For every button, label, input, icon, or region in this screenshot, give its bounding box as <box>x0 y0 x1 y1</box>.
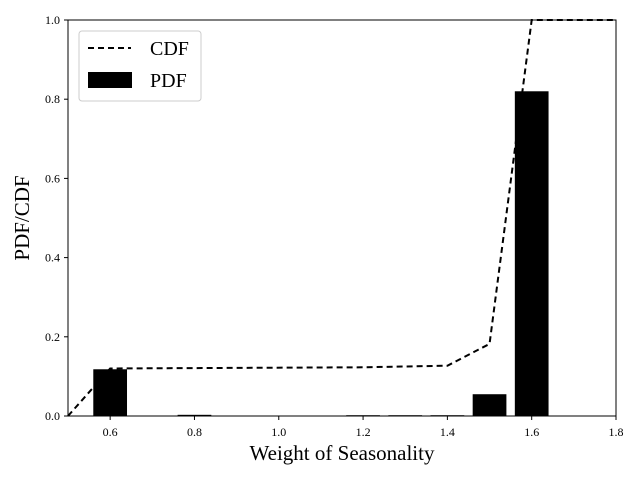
legend: CDF PDF <box>78 30 202 102</box>
x-tick-label: 1.0 <box>271 425 286 439</box>
legend-pdf-swatch <box>88 72 132 88</box>
pdf-bar <box>177 414 212 416</box>
y-tick-label: 0.8 <box>45 92 60 106</box>
legend-pdf-label: PDF <box>150 70 187 92</box>
x-tick-label: 1.6 <box>524 425 539 439</box>
y-tick-label: 0.0 <box>45 409 60 423</box>
x-tick-label: 1.8 <box>609 425 624 439</box>
y-tick-label: 1.0 <box>45 13 60 27</box>
pdf-bars <box>93 91 549 417</box>
y-tick-label: 0.4 <box>45 251 60 265</box>
x-axis-ticks: 0.6 0.8 1.0 1.2 1.4 1.6 1.8 <box>103 416 624 439</box>
y-axis-ticks: 0.0 0.2 0.4 0.6 0.8 1.0 <box>45 13 68 423</box>
y-tick-label: 0.6 <box>45 171 60 185</box>
pdf-bar <box>93 369 128 416</box>
legend-cdf-label: CDF <box>150 38 189 60</box>
x-tick-label: 0.8 <box>187 425 202 439</box>
y-tick-label: 0.2 <box>45 330 60 344</box>
plot-frame <box>67 19 617 417</box>
x-tick-label: 1.4 <box>440 425 455 439</box>
x-axis-label: Weight of Seasonality <box>250 441 435 465</box>
y-axis-label: PDF/CDF <box>10 175 34 260</box>
pdf-bar <box>514 91 549 416</box>
x-tick-label: 1.2 <box>356 425 371 439</box>
x-tick-label: 0.6 <box>103 425 118 439</box>
pdf-bar <box>472 394 507 416</box>
cdf-line <box>67 19 616 417</box>
cdf-line-group <box>67 19 616 417</box>
